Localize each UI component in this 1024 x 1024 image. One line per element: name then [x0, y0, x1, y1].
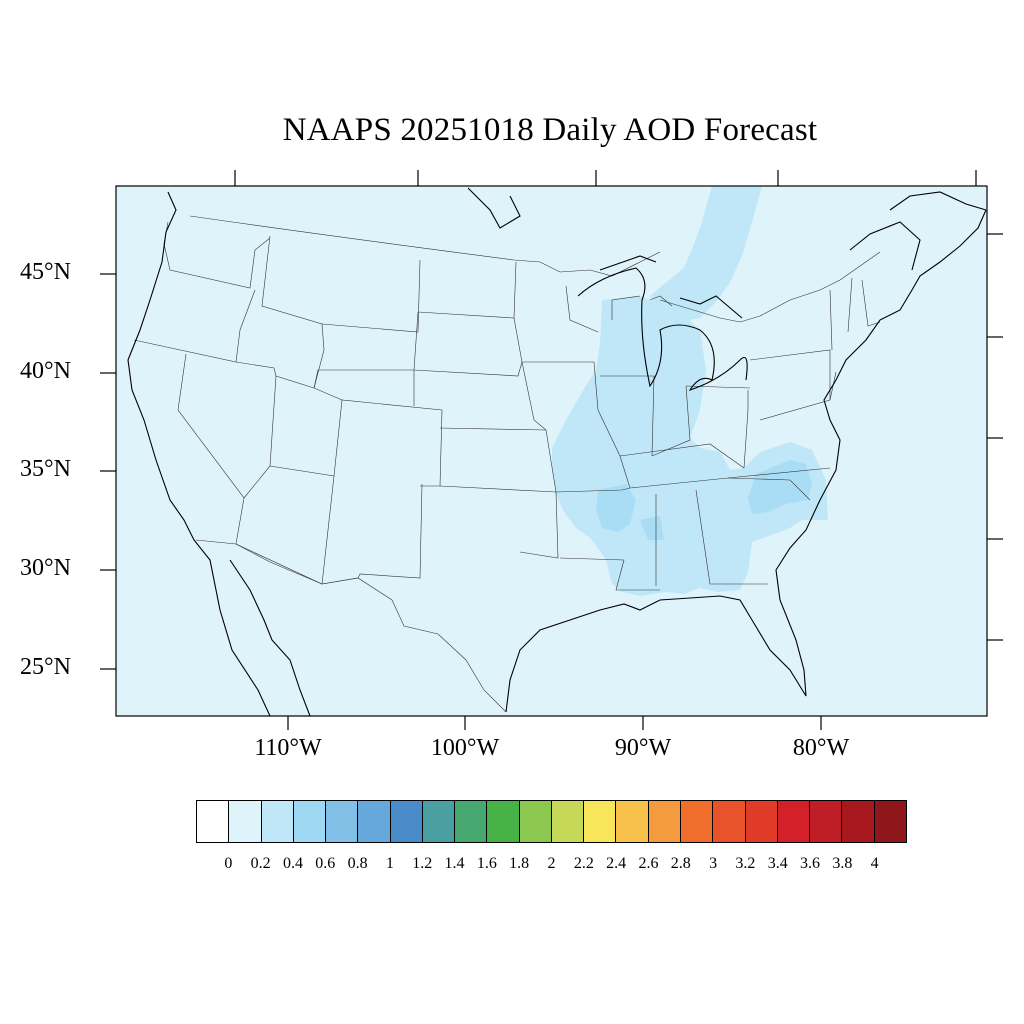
colorbar-box	[874, 801, 906, 842]
colorbar-box	[616, 801, 649, 842]
colorbar-box	[648, 801, 681, 842]
colorbar-tick-label: 0.6	[315, 855, 336, 872]
colorbar-tick-label: 0.8	[347, 855, 368, 872]
coastline	[127, 187, 987, 716]
colorbar-box	[487, 801, 520, 842]
colorbar-box	[713, 801, 746, 842]
colorbar-tick-label: 2	[547, 855, 556, 872]
colorbar-box	[680, 801, 714, 842]
colorbar-box	[293, 801, 327, 842]
colorbar-box	[261, 801, 294, 842]
colorbar-box	[455, 801, 488, 842]
colorbar-tick-label: 1.4	[444, 855, 465, 872]
colorbar-tick-label: 3.8	[832, 855, 853, 872]
map-background	[116, 186, 987, 716]
colorbar-tick-label: 3	[709, 855, 718, 872]
colorbar-tick-label: 0.2	[250, 855, 271, 872]
map-frame	[115, 185, 988, 717]
lon-label-100w: 100°W	[430, 735, 500, 761]
lat-label-45: 45°N	[20, 259, 71, 285]
aod-plume-canada	[650, 186, 762, 322]
colorbar-tick-label: 4	[870, 855, 879, 872]
colorbar-box	[229, 801, 262, 842]
colorbar-tick-label: 1.6	[476, 855, 497, 872]
colorbar-box	[551, 801, 585, 842]
axis-ticks	[100, 170, 1003, 730]
colorbar-box	[358, 801, 391, 842]
colorbar-box	[197, 801, 230, 842]
lon-label-80w: 80°W	[792, 735, 850, 761]
colorbar-tick-label: 3.4	[767, 855, 788, 872]
colorbar-tick-label: 1.2	[412, 855, 433, 872]
colorbar-box	[390, 801, 423, 842]
colorbar-tick-label: 1.8	[509, 855, 530, 872]
state-boundaries	[133, 215, 881, 713]
colorbar-tick-label: 1	[385, 855, 394, 872]
aod-plume-core	[596, 460, 812, 540]
lon-label-110w: 110°W	[254, 735, 322, 761]
colorbar-tick-label: 0.4	[282, 855, 303, 872]
colorbar-tick-label: 3.2	[735, 855, 756, 872]
colorbar-box	[519, 801, 552, 842]
lon-label-90w: 90°W	[614, 735, 672, 761]
lat-label-35: 35°N	[20, 456, 71, 482]
colorbar-tick-label: 2.6	[638, 855, 659, 872]
colorbar-box	[584, 801, 617, 842]
colorbar-tick-label: 2.8	[670, 855, 691, 872]
map-title: NAAPS 20251018 Daily AOD Forecast	[282, 112, 818, 148]
colorbar-tick-label: 2.4	[606, 855, 627, 872]
colorbar-box	[810, 801, 843, 842]
colorbar-box	[326, 801, 359, 842]
colorbar-tick-label: 2.2	[573, 855, 594, 872]
colorbar-box	[422, 801, 456, 842]
lat-label-25: 25°N	[20, 654, 71, 680]
colorbar-tick-label: 3.6	[800, 855, 821, 872]
colorbar-box	[745, 801, 778, 842]
colorbar	[196, 800, 907, 843]
lat-label-40: 40°N	[20, 358, 71, 384]
colorbar-tick-label: 0	[224, 855, 233, 872]
colorbar-box	[842, 801, 875, 842]
colorbar-box	[777, 801, 811, 842]
lat-label-30: 30°N	[20, 555, 71, 581]
